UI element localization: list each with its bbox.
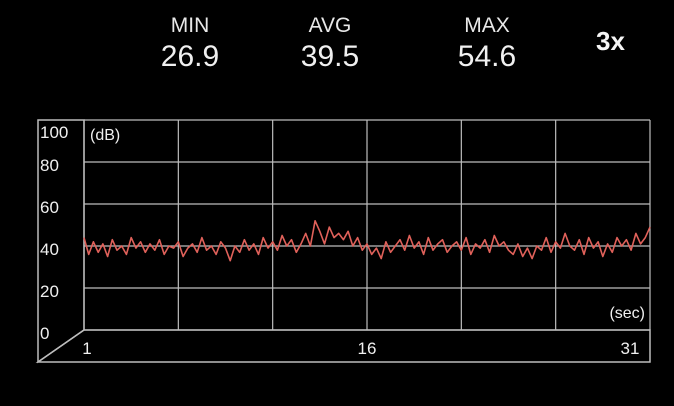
y-tick-label: 20 [40, 282, 59, 301]
x-tick-label: 31 [621, 339, 640, 358]
avg-value: 39.5 [300, 40, 360, 73]
y-tick-label: 60 [40, 198, 59, 217]
avg-stat: AVG 39.5 [275, 14, 385, 74]
x-tick-label: 1 [82, 339, 91, 358]
chart-grid [83, 119, 651, 331]
series-layer [83, 220, 651, 262]
min-label: MIN [170, 14, 210, 37]
chart-labels: 100 80 60 40 20 0 (dB) (sec) 1 16 31 [40, 123, 645, 358]
y-tick-label: 100 [40, 123, 68, 142]
y-tick-label: 80 [40, 156, 59, 175]
x-tick-label: 16 [358, 339, 377, 358]
avg-label: AVG [308, 14, 352, 37]
series-line [83, 220, 651, 262]
y-axis-label: (dB) [90, 127, 120, 144]
chart-frame [35, 119, 651, 364]
x-axis-label: (sec) [609, 305, 645, 322]
min-value: 26.9 [160, 40, 220, 73]
max-label: MAX [464, 14, 510, 37]
zoom-level-button[interactable]: 3x [596, 26, 625, 56]
floor [35, 329, 651, 363]
max-stat: MAX 54.6 [432, 14, 542, 74]
y-tick-label: 40 [40, 240, 59, 259]
min-stat: MIN 26.9 [135, 14, 245, 74]
max-value: 54.6 [457, 40, 517, 73]
y-tick-label: 0 [40, 324, 49, 343]
